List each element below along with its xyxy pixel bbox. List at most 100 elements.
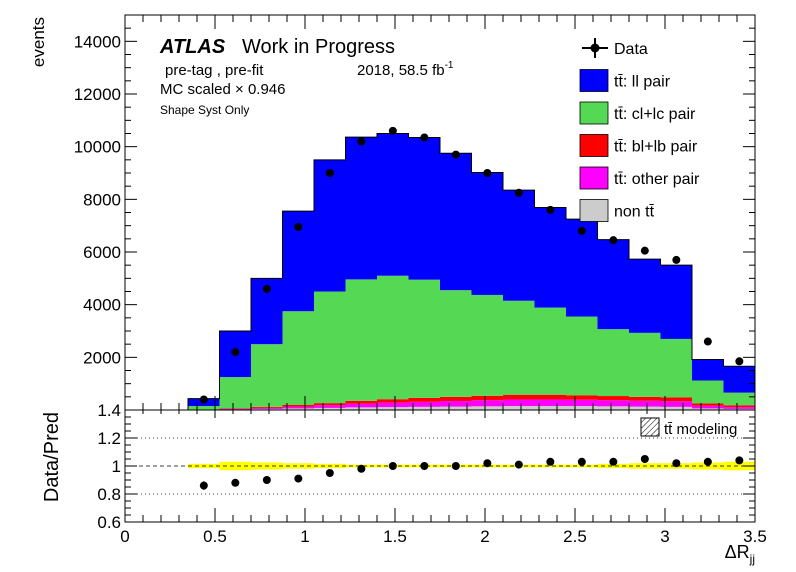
bar-cl-12 — [566, 316, 598, 396]
legend-data-marker — [590, 43, 600, 53]
bar-other-16 — [692, 405, 724, 409]
bar-non-15 — [660, 406, 692, 410]
xtick-label-2: 2 — [480, 527, 489, 546]
bar-cl-1 — [219, 377, 251, 409]
ratio-point-10 — [514, 460, 523, 469]
bar-bl-2 — [251, 406, 283, 408]
xtick-label-1: 1 — [300, 527, 309, 546]
bar-cl-13 — [597, 329, 629, 397]
data-point-6 — [388, 126, 397, 135]
ratio-ytick-label-1: 1 — [112, 457, 121, 476]
legend-swatch-ll — [579, 69, 609, 92]
bar-other-10 — [503, 399, 535, 407]
bar-cl-8 — [440, 290, 472, 397]
bar-ll-11 — [534, 207, 566, 308]
bar-other-11 — [534, 399, 566, 407]
bar-ll-14 — [629, 259, 661, 333]
ratio-point-16 — [703, 457, 712, 466]
bar-cl-10 — [503, 300, 535, 395]
bar-cl-2 — [251, 344, 283, 407]
bar-ll-5 — [345, 137, 377, 280]
ratio-ytick-label-1.4: 1.4 — [97, 401, 121, 420]
bar-non-9 — [471, 406, 503, 410]
data-point-17 — [735, 357, 744, 366]
data-point-9 — [483, 169, 492, 177]
bar-bl-1 — [219, 408, 251, 409]
data-point-3 — [294, 222, 303, 231]
ratio-point-15 — [672, 459, 681, 468]
bar-cl-3 — [282, 311, 314, 405]
data-point-4 — [325, 169, 334, 177]
bar-other-1 — [219, 408, 251, 410]
bar-other-13 — [597, 400, 629, 407]
status-label: Work in Progress — [242, 36, 395, 58]
bar-non-6 — [377, 407, 409, 410]
ratio-ytick-label-0.6: 0.6 — [97, 513, 121, 532]
bar-ll-9 — [471, 172, 503, 295]
bar-bl-7 — [408, 397, 440, 402]
xtick-label-1.5: 1.5 — [383, 527, 407, 546]
band-legend-swatch — [640, 417, 660, 437]
data-point-16 — [703, 337, 712, 346]
xtick-label-2.5: 2.5 — [563, 527, 587, 546]
bar-other-6 — [377, 402, 409, 408]
syst-note-label: Shape Syst Only — [160, 103, 249, 117]
bar-bl-16 — [692, 403, 724, 406]
stack-outline — [187, 133, 756, 410]
bar-non-8 — [440, 406, 472, 410]
bar-non-5 — [345, 407, 377, 410]
bar-non-17 — [723, 408, 755, 410]
bar-other-9 — [471, 400, 503, 407]
ratio-point-11 — [546, 457, 555, 466]
xaxis-label-main: ΔR — [725, 542, 750, 562]
data-point-8 — [451, 150, 460, 159]
legend: Data tt̄: ll pair tt̄: cl+lc pair tt̄: bl+l… — [579, 38, 700, 222]
bar-ll-12 — [566, 219, 598, 317]
data-point-2 — [262, 284, 271, 293]
ratio-point-17 — [735, 456, 744, 465]
bar-cl-6 — [377, 275, 409, 400]
legend-swatch-cl — [579, 101, 609, 125]
legend-label-4: tt̄: other pair — [614, 171, 700, 188]
bar-other-15 — [660, 401, 692, 407]
bar-cl-11 — [534, 307, 566, 395]
bar-other-4 — [314, 405, 346, 408]
bar-non-10 — [503, 406, 535, 410]
mc-scale-label: MC scaled × 0.946 — [160, 81, 286, 98]
ratio-point-13 — [609, 457, 618, 466]
data-point-13 — [609, 236, 618, 245]
bar-non-13 — [597, 406, 629, 410]
ratio-point-7 — [420, 462, 429, 470]
bar-ll-4 — [314, 159, 346, 292]
ratio-ytick-label-0.8: 0.8 — [97, 485, 121, 504]
bar-non-12 — [566, 406, 598, 410]
bar-bl-9 — [471, 395, 503, 401]
bar-bl-15 — [660, 397, 692, 402]
bar-non-11 — [534, 406, 566, 410]
bar-other-2 — [251, 407, 283, 409]
bar-bl-10 — [503, 394, 535, 400]
bar-bl-8 — [440, 396, 472, 402]
bar-cl-9 — [471, 294, 503, 396]
bar-bl-13 — [597, 396, 629, 401]
xtick-label-0: 0 — [120, 527, 129, 546]
bar-ll-16 — [692, 359, 724, 381]
bar-bl-12 — [566, 395, 598, 400]
legend-label-5: non tt̄ — [614, 204, 655, 221]
legend-swatch-non — [579, 199, 609, 222]
bar-non-2 — [251, 408, 283, 410]
bar-cl-17 — [723, 392, 755, 406]
bar-non-14 — [629, 406, 661, 410]
bar-bl-3 — [282, 404, 314, 407]
bar-cl-16 — [692, 380, 724, 404]
bar-non-16 — [692, 408, 724, 410]
bar-other-17 — [723, 407, 755, 409]
bar-bl-6 — [377, 399, 409, 403]
main-ytick-label-12000: 12000 — [74, 85, 121, 104]
ratio-point-4 — [325, 469, 334, 477]
bar-cl-14 — [629, 332, 661, 397]
main-ytick-label-8000: 8000 — [83, 190, 121, 209]
data-point-11 — [546, 205, 555, 214]
main-ytick-label-6000: 6000 — [83, 243, 121, 262]
